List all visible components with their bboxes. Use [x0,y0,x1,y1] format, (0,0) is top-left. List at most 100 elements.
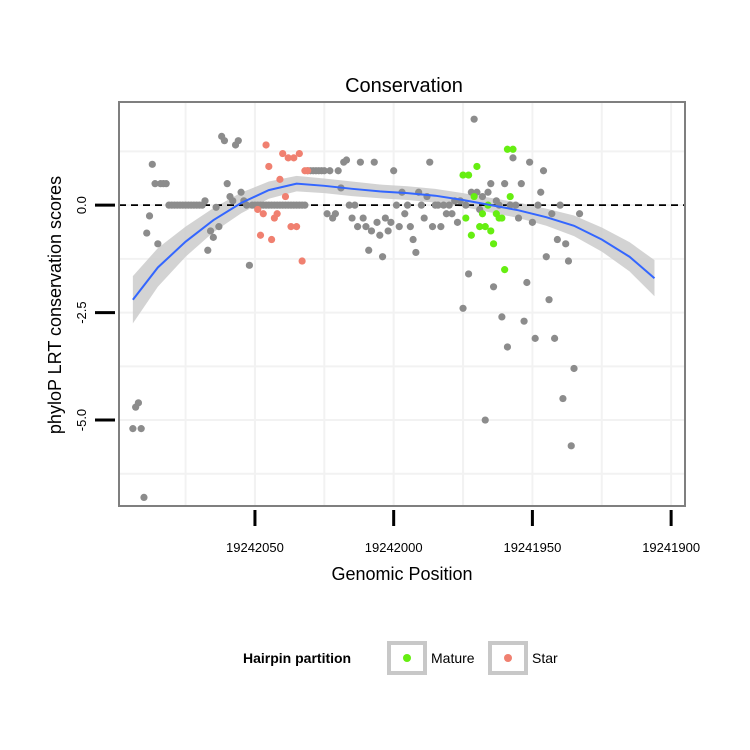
point-other [129,425,137,433]
x-tick-label: 19242050 [226,540,284,555]
point-other [323,210,331,218]
point-other [243,201,251,209]
point-other [426,158,434,166]
x-axis: 19242050 19242000 19241950 19241900 [226,510,700,555]
point-other [373,218,381,226]
point-other [370,158,378,166]
point-other [548,210,556,218]
point-star [267,235,276,244]
point-mature [503,145,512,153]
point-other [487,180,495,188]
point-mature [509,145,517,153]
point-other [464,270,473,278]
point-star [287,223,295,231]
point-other [201,197,209,205]
point-star [290,154,298,162]
point-mature [498,214,506,222]
point-other [378,253,387,261]
point-other [212,203,220,211]
point-mature [501,266,509,274]
y-axis-title: phyloP LRT conservation scores [45,176,65,434]
point-mature [467,231,475,239]
point-other [362,223,370,231]
point-other [528,218,537,226]
point-other [334,167,342,175]
point-other [478,192,487,201]
point-other [459,304,467,312]
point-star [281,192,290,201]
y-tick-label: 0.0 [74,196,89,214]
point-other [575,210,584,218]
point-other [559,394,567,403]
point-other [498,313,506,321]
point-other [384,227,392,235]
point-star [304,167,312,175]
point-other [137,425,145,433]
point-other [542,253,550,261]
point-other [351,201,359,209]
point-other [562,240,570,248]
point-other [531,334,539,342]
point-other [517,180,525,188]
point-other [223,180,231,188]
point-other [412,248,420,257]
x-tick-label: 19242000 [365,540,423,555]
point-other [245,261,254,269]
point-star [276,175,284,183]
point-other [145,212,154,220]
plot-panel [119,102,685,506]
point-mature [470,192,478,201]
panel-border [118,101,686,507]
point-star [292,223,301,231]
point-other [162,180,170,188]
point-other [567,442,575,450]
legend-dot-mature [403,654,411,662]
point-other [520,317,528,325]
point-other [442,210,450,218]
point-other [206,227,215,235]
point-other [356,158,364,166]
point-other [320,167,328,175]
point-other [434,201,442,209]
point-other [420,214,428,222]
point-other [140,493,148,502]
point-other [148,160,156,168]
y-tick-label: -2.5 [74,301,89,323]
point-other [215,223,223,231]
point-other [204,246,212,254]
point-other [512,201,520,209]
point-mature [487,227,495,235]
point-star [284,154,292,162]
point-other [514,214,523,222]
point-other [462,201,470,209]
point-other [564,257,573,265]
point-other [409,235,417,244]
point-other [550,334,559,342]
point-mature [489,240,498,248]
point-mature [506,192,514,201]
point-other [345,201,353,209]
point-other [523,278,531,287]
point-mature [478,210,487,218]
point-other [503,343,512,351]
point-star [254,205,262,214]
point-other [537,188,545,196]
x-tick-label: 19241900 [642,540,700,555]
point-other [406,223,414,231]
point-other [553,235,561,244]
point-other [354,223,362,231]
point-mature [462,214,470,222]
point-other [506,201,514,209]
point-other [403,201,412,209]
point-other [417,201,426,209]
point-star [273,210,281,218]
legend-title: Hairpin partition [243,650,351,666]
chart-title: Conservation [345,75,463,97]
point-other [570,364,578,373]
point-mature [473,162,481,171]
point-other [437,223,445,231]
legend: Hairpin partition Mature Star [243,641,558,675]
point-other [209,233,217,241]
point-other [326,167,334,175]
point-other [448,210,456,218]
